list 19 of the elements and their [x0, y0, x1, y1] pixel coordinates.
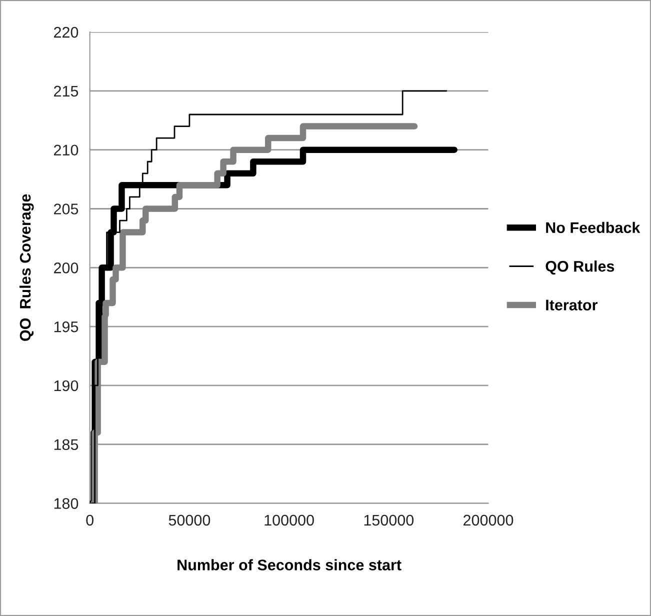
- y-tick-label: 200: [54, 262, 78, 274]
- y-tick-label: 180: [54, 498, 78, 509]
- legend-label: No Feedback: [546, 222, 640, 234]
- x-axis-title: Number of Seconds since start: [178, 559, 402, 570]
- x-tick-label: 150000: [364, 514, 414, 526]
- y-tick-label: 195: [54, 321, 78, 332]
- y-tick-label: 190: [54, 380, 78, 392]
- legend-label: Iterator: [546, 300, 598, 310]
- y-tick-label: 185: [54, 439, 78, 450]
- y-tick-label: 210: [54, 144, 78, 156]
- y-tick-label: 205: [54, 204, 78, 214]
- y-tick-label: 215: [54, 86, 78, 97]
- x-tick-label: 0: [86, 514, 94, 526]
- y-axis-title: QO Rules Coverage: [19, 194, 34, 341]
- x-tick-label: 50000: [168, 514, 210, 526]
- legend-label: QO Rules: [546, 260, 614, 275]
- y-tick-label: 220: [54, 26, 78, 38]
- x-tick-label: 100000: [264, 514, 314, 526]
- x-tick-label: 200000: [464, 514, 514, 526]
